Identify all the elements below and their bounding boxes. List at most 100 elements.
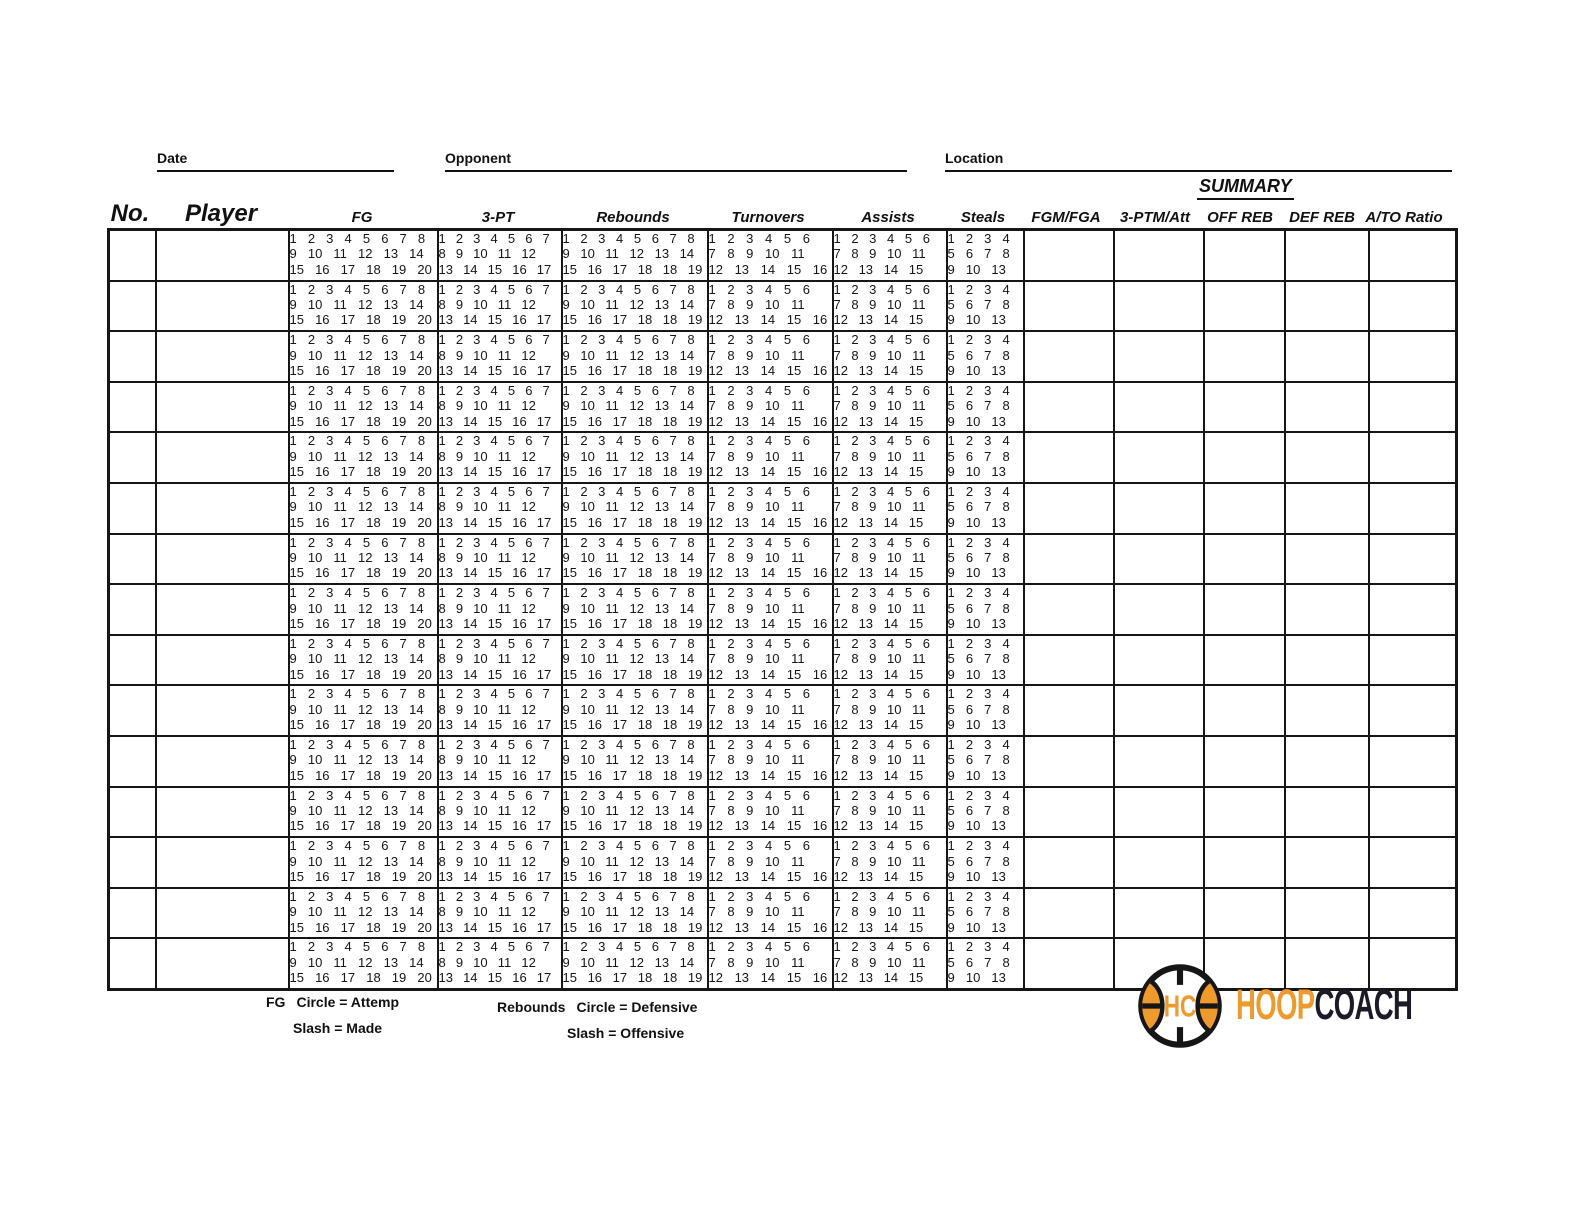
cell-def-reb[interactable] bbox=[1283, 431, 1370, 484]
cell-player-number[interactable] bbox=[107, 532, 157, 586]
cell-ato-ratio[interactable] bbox=[1367, 330, 1458, 383]
cell-ato-ratio[interactable] bbox=[1367, 684, 1458, 737]
cell-fgm-fga[interactable] bbox=[1022, 734, 1115, 788]
cell-player-number[interactable] bbox=[107, 481, 157, 535]
cell-player-name[interactable] bbox=[154, 785, 290, 839]
cell-def-reb[interactable] bbox=[1283, 785, 1370, 839]
cell-fgm-fga[interactable] bbox=[1022, 228, 1115, 282]
cell-off-reb[interactable] bbox=[1202, 431, 1286, 484]
cell-fgm-fga[interactable] bbox=[1022, 583, 1115, 636]
cell-fgm-fga[interactable] bbox=[1022, 684, 1115, 737]
cell-ato-ratio[interactable] bbox=[1367, 380, 1458, 434]
cell-ato-ratio[interactable] bbox=[1367, 431, 1458, 484]
cell-player-name[interactable] bbox=[154, 937, 290, 991]
cell-player-name[interactable] bbox=[154, 279, 290, 333]
cell-3ptm-att[interactable] bbox=[1112, 330, 1205, 383]
cell-player-number[interactable] bbox=[107, 836, 157, 889]
cell-player-number[interactable] bbox=[107, 330, 157, 383]
cell-3ptm-att[interactable] bbox=[1112, 481, 1205, 535]
cell-player-name[interactable] bbox=[154, 836, 290, 889]
cell-fgm-fga[interactable] bbox=[1022, 431, 1115, 484]
cell-player-number[interactable] bbox=[107, 937, 157, 991]
cell-off-reb[interactable] bbox=[1202, 583, 1286, 636]
cell-player-number[interactable] bbox=[107, 633, 157, 687]
cell-ato-ratio[interactable] bbox=[1367, 532, 1458, 586]
cell-player-number[interactable] bbox=[107, 583, 157, 636]
cell-def-reb[interactable] bbox=[1283, 583, 1370, 636]
cell-off-reb[interactable] bbox=[1202, 532, 1286, 586]
cell-3ptm-att[interactable] bbox=[1112, 380, 1205, 434]
cell-fgm-fga[interactable] bbox=[1022, 886, 1115, 940]
cell-off-reb[interactable] bbox=[1202, 937, 1286, 991]
cell-player-number[interactable] bbox=[107, 785, 157, 839]
cell-ato-ratio[interactable] bbox=[1367, 633, 1458, 687]
cell-3ptm-att[interactable] bbox=[1112, 228, 1205, 282]
cell-ato-ratio[interactable] bbox=[1367, 228, 1458, 282]
cell-off-reb[interactable] bbox=[1202, 330, 1286, 383]
cell-player-number[interactable] bbox=[107, 228, 157, 282]
cell-off-reb[interactable] bbox=[1202, 380, 1286, 434]
cell-def-reb[interactable] bbox=[1283, 532, 1370, 586]
cell-3ptm-att[interactable] bbox=[1112, 633, 1205, 687]
cell-ato-ratio[interactable] bbox=[1367, 734, 1458, 788]
cell-fgm-fga[interactable] bbox=[1022, 330, 1115, 383]
cell-player-name[interactable] bbox=[154, 228, 290, 282]
cell-player-name[interactable] bbox=[154, 583, 290, 636]
cell-player-name[interactable] bbox=[154, 532, 290, 586]
cell-def-reb[interactable] bbox=[1283, 481, 1370, 535]
cell-fgm-fga[interactable] bbox=[1022, 532, 1115, 586]
cell-ato-ratio[interactable] bbox=[1367, 583, 1458, 636]
cell-fgm-fga[interactable] bbox=[1022, 633, 1115, 687]
location-field-line[interactable]: Location bbox=[945, 148, 1452, 172]
cell-player-number[interactable] bbox=[107, 684, 157, 737]
cell-off-reb[interactable] bbox=[1202, 785, 1286, 839]
cell-off-reb[interactable] bbox=[1202, 279, 1286, 333]
cell-off-reb[interactable] bbox=[1202, 633, 1286, 687]
cell-player-name[interactable] bbox=[154, 481, 290, 535]
cell-player-name[interactable] bbox=[154, 380, 290, 434]
cell-fgm-fga[interactable] bbox=[1022, 836, 1115, 889]
cell-player-name[interactable] bbox=[154, 431, 290, 484]
cell-3ptm-att[interactable] bbox=[1112, 684, 1205, 737]
